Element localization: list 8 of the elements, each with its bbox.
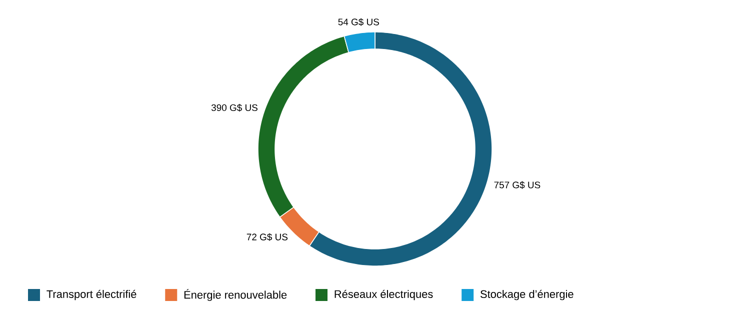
legend-label: Énergie renouvelable — [184, 289, 287, 301]
legend-label: Transport électrifié — [46, 290, 136, 300]
legend-label: Réseaux électriques — [334, 290, 433, 300]
data-label: 54 G$ US — [338, 18, 379, 26]
data-label: 390 G$ US — [211, 104, 258, 112]
data-label: 757 G$ US — [494, 181, 540, 189]
data-label: 72 G$ US — [246, 233, 288, 241]
legend-label: Stockage d’énergie — [480, 290, 574, 300]
